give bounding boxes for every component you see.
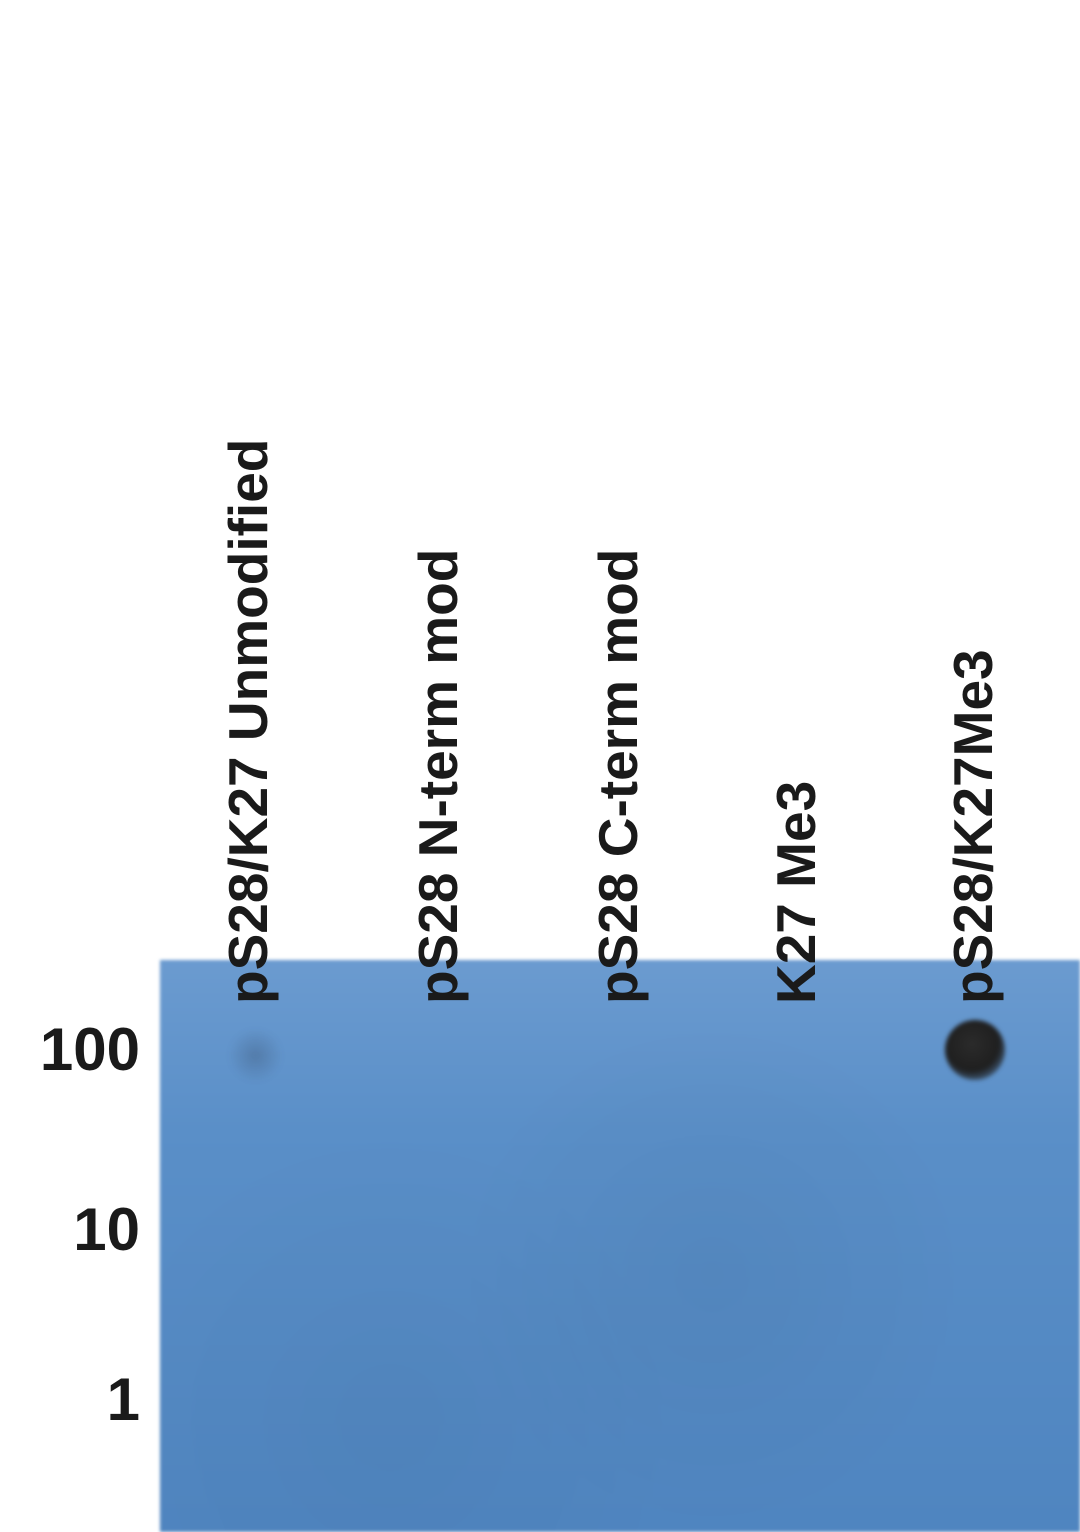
blot-spot-strong xyxy=(945,1020,1005,1080)
row-label-100: 100 xyxy=(0,1015,140,1084)
dot-blot-figure: 100 10 1 pS28/K27 Unmodified pS28 N-term… xyxy=(0,0,1080,1532)
col-label-2: pS28 C-term mod xyxy=(586,549,650,1004)
blot-spot-faint xyxy=(228,1028,283,1083)
col-label-4: pS28/K27Me3 xyxy=(941,649,1005,1004)
row-label-10: 10 xyxy=(0,1195,140,1264)
blot-texture xyxy=(160,960,1080,1532)
col-label-0: pS28/K27 Unmodified xyxy=(216,439,280,1004)
row-label-1: 1 xyxy=(0,1365,140,1434)
col-label-1: pS28 N-term mod xyxy=(406,549,470,1004)
blot-membrane xyxy=(160,960,1080,1532)
col-label-3: K27 Me3 xyxy=(764,781,828,1004)
